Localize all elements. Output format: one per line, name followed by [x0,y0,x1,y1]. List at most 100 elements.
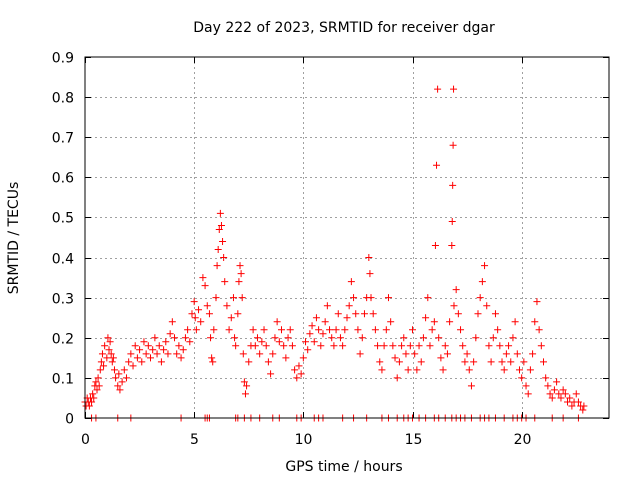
data-point [411,350,419,358]
data-point [345,302,353,310]
data-point [417,358,425,366]
data-point [483,302,491,310]
data-point [116,386,124,394]
data-point [566,394,574,402]
data-point [454,310,462,318]
data-point [467,382,475,390]
data-point [511,318,519,326]
data-point [168,318,176,326]
data-point [205,310,213,318]
data-point [409,326,416,334]
data-point [557,394,565,402]
data-point [535,326,543,334]
x-tick-label: 10 [295,432,313,448]
x-tick-label: 5 [190,432,199,448]
data-point [323,302,331,310]
x-tick-label: 0 [81,432,90,448]
data-point [101,342,109,350]
data-point [209,358,217,366]
data-point [507,358,515,366]
data-point [544,382,552,390]
data-point [542,374,550,382]
data-point [433,161,441,169]
data-point [494,326,502,334]
data-point [330,342,338,350]
y-tick-label: 0 [65,412,74,428]
data-point [360,310,368,318]
data-point [144,342,152,350]
data-point [273,318,281,326]
plot-frame [84,56,610,419]
data-point [284,334,292,342]
data-point [286,326,294,334]
data-point [120,366,128,374]
data-point [251,342,259,350]
data-point [564,398,572,406]
data-point [537,342,545,350]
data-point [125,358,133,366]
data-point [299,354,307,362]
data-point [457,326,465,334]
data-point [245,358,253,366]
data-point [518,374,526,382]
data-point [162,338,170,346]
y-tick-label: 0.6 [52,171,74,187]
data-point [140,338,148,346]
data-point [155,342,163,350]
data-point [526,366,534,374]
data-point [306,330,314,338]
data-point [321,318,329,326]
data-point [522,382,530,390]
data-point [227,314,235,322]
data-point [398,342,406,350]
data-point [103,354,111,362]
data-point [400,334,408,342]
data-point [269,350,277,358]
data-point [308,322,316,330]
data-point [463,350,471,358]
data-point [449,141,457,149]
data-point [459,342,467,350]
data-point [450,302,458,310]
data-point [450,85,458,93]
data-point [574,398,582,406]
data-point [470,358,478,366]
data-point [568,402,576,410]
data-point [502,350,510,358]
data-point [489,334,497,342]
data-point [428,326,436,334]
data-point [147,354,154,362]
data-point [443,350,451,358]
data-point [498,358,506,366]
data-point [546,390,554,398]
data-point [131,342,139,350]
data-point [188,310,196,318]
data-point [212,294,220,302]
data-point [448,217,456,225]
data-point [384,294,392,302]
data-point [157,358,165,366]
data-point [358,334,366,342]
data-point [171,334,179,342]
data-point [439,366,447,374]
data-point [415,342,423,350]
axis-ticks: 0 0.1 0.2 0.3 0.4 0.5 0.6 0.7 0.8 0.9 0 5 10 15 20 [52,51,609,448]
data-point [118,378,126,386]
data-point [382,326,390,334]
data-point [215,225,223,233]
data-point [151,334,159,342]
data-point [481,262,489,270]
data-point [107,350,115,358]
data-point [365,254,373,262]
data-point [275,338,283,346]
data-point [195,306,203,314]
y-tick-label: 0.5 [52,211,74,227]
data-point [190,298,198,306]
data-point [278,326,285,334]
data-point [89,390,97,398]
data-point [280,342,288,350]
chart-title: Day 222 of 2023, SRMTID for receiver dga… [193,20,495,36]
data-point [553,378,561,386]
data-point [231,334,239,342]
data-point [435,334,443,342]
